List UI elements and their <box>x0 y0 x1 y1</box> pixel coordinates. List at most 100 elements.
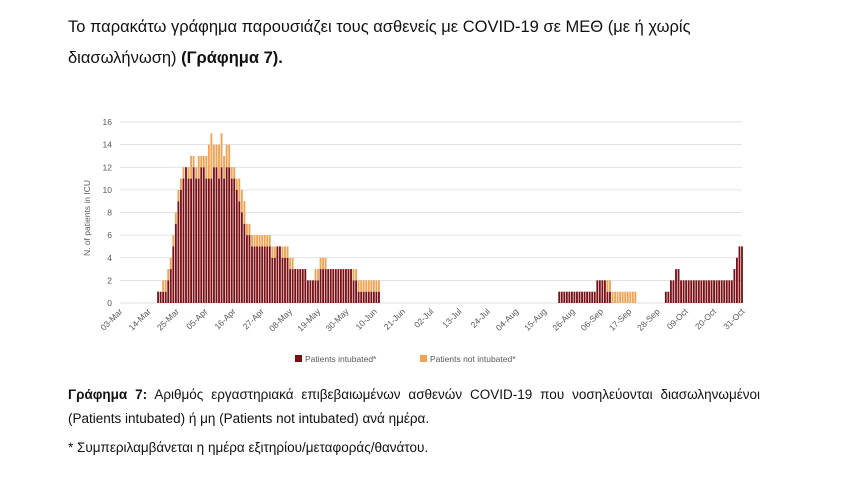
bar-intubated <box>703 280 705 303</box>
intro-paragraph: Το παρακάτω γράφημα παρουσιάζει τους ασθ… <box>68 12 788 74</box>
bar-not-intubated <box>172 235 175 247</box>
bar-intubated <box>687 280 690 303</box>
bar-intubated <box>730 280 733 303</box>
bar-not-intubated <box>634 291 637 303</box>
bar-intubated <box>228 167 231 303</box>
x-tick-label: 24-Jul <box>469 306 493 330</box>
bar-intubated <box>233 178 236 303</box>
x-tick-label: 31-Oct <box>721 306 747 332</box>
bar-not-intubated <box>626 291 629 303</box>
bar-intubated <box>672 280 675 303</box>
bar-not-intubated <box>225 144 228 168</box>
bar-intubated <box>593 291 596 303</box>
bar-not-intubated <box>322 257 325 270</box>
bar-intubated <box>225 167 228 303</box>
x-tick-label: 10-Jun <box>353 306 379 332</box>
x-tick-label: 15-Aug <box>522 306 549 333</box>
x-tick-labels: 03-Mar 14-Mar 25-Mar 05-Apr 16-Apr 27-Apr 08-M… <box>98 306 747 334</box>
bar-not-intubated <box>205 155 208 179</box>
bar-not-intubated <box>256 235 259 247</box>
bar-intubated <box>180 189 182 303</box>
y-tick-label: 12 <box>103 162 113 172</box>
bar-not-intubated <box>314 269 317 281</box>
bar-intubated <box>195 178 198 303</box>
bar-intubated <box>174 223 177 303</box>
footnote: * Συμπεριλαμβάνεται η ημέρα εξιτηρίου/με… <box>68 440 429 455</box>
bar-intubated <box>601 280 604 303</box>
bar-not-intubated <box>238 178 241 202</box>
bar-intubated <box>281 257 284 303</box>
bar-intubated <box>256 246 259 303</box>
bar-not-intubated <box>251 235 253 247</box>
bar-intubated <box>357 291 360 303</box>
x-tick-label: 19-May <box>295 306 323 334</box>
bar-intubated <box>218 178 220 303</box>
bar-not-intubated <box>240 189 243 213</box>
bar-intubated <box>190 178 192 303</box>
bar-not-intubated <box>180 178 182 190</box>
bar-not-intubated <box>207 144 210 179</box>
bar-intubated <box>324 269 327 303</box>
bar-not-intubated <box>372 280 375 292</box>
bar-intubated <box>266 246 269 303</box>
bar-intubated <box>172 246 175 303</box>
bar-intubated <box>598 280 601 303</box>
bar-intubated <box>210 178 213 303</box>
bars <box>157 133 743 303</box>
bar-intubated <box>309 280 312 303</box>
bar-not-intubated <box>621 291 624 303</box>
legend: Patients intubated* Patients not intubat… <box>295 354 516 364</box>
intro-text: Το παρακάτω γράφημα παρουσιάζει τους ασθ… <box>68 18 691 67</box>
bar-not-intubated <box>261 235 264 247</box>
bar-intubated <box>164 291 167 303</box>
y-tick-label: 0 <box>107 298 112 308</box>
bar-intubated <box>596 280 599 303</box>
bar-intubated <box>367 291 370 303</box>
bar-not-intubated <box>213 144 215 168</box>
x-tick-label: 25-Mar <box>155 306 181 332</box>
bar-intubated <box>243 223 246 303</box>
x-tick-label: 04-Aug <box>494 306 521 333</box>
bar-not-intubated <box>616 291 619 303</box>
bar-not-intubated <box>197 155 200 179</box>
bar-intubated <box>738 246 741 303</box>
y-tick-label: 14 <box>103 140 113 150</box>
bar-intubated <box>301 269 304 303</box>
bar-not-intubated <box>228 144 231 168</box>
bar-intubated <box>560 291 563 303</box>
bar-intubated <box>372 291 375 303</box>
bar-not-intubated <box>370 280 373 292</box>
bar-intubated <box>670 280 672 303</box>
bar-intubated <box>733 269 736 303</box>
intro-end: . <box>278 49 283 67</box>
bar-not-intubated <box>611 291 614 303</box>
bar-not-intubated <box>619 291 622 303</box>
bar-intubated <box>736 257 738 303</box>
bar-intubated <box>725 280 728 303</box>
bar-not-intubated <box>357 280 360 292</box>
bar-not-intubated <box>215 144 218 168</box>
bar-not-intubated <box>378 280 380 292</box>
bar-intubated <box>728 280 731 303</box>
bar-not-intubated <box>286 246 289 258</box>
bar-not-intubated <box>192 155 195 168</box>
x-tick-label: 28-Sep <box>635 306 662 333</box>
bar-not-intubated <box>202 155 205 168</box>
bar-not-intubated <box>162 280 165 292</box>
bar-not-intubated <box>624 291 627 303</box>
bar-intubated <box>362 291 365 303</box>
bar-intubated <box>708 280 710 303</box>
bar-intubated <box>690 280 693 303</box>
bar-not-intubated <box>177 189 180 202</box>
bar-intubated <box>314 280 317 303</box>
x-tick-label: 03-Mar <box>98 306 124 332</box>
bar-intubated <box>705 280 708 303</box>
x-tick-label: 17-Sep <box>607 306 634 333</box>
bar-intubated <box>169 269 172 303</box>
bar-intubated <box>568 291 571 303</box>
bar-intubated <box>697 280 700 303</box>
bar-not-intubated <box>235 178 238 190</box>
bar-not-intubated <box>167 269 170 281</box>
bar-not-intubated <box>362 280 365 292</box>
bar-intubated <box>251 246 253 303</box>
